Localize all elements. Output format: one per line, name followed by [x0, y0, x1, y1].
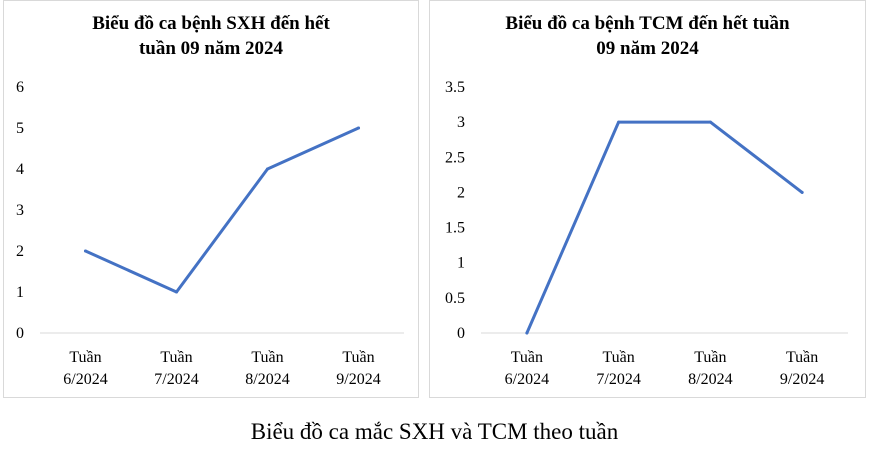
- line-chart-sxh: 0 1 2 3 4 5 6 Tuần 6/2024 Tuần 7/2024 Tuần 8/2024 Tuầ…: [16, 79, 404, 388]
- x-tick-label: Tuần: [342, 349, 374, 366]
- x-tick-label: Tuần: [160, 349, 192, 366]
- data-point: [617, 120, 621, 124]
- chart-title-line: Biểu đồ ca bệnh TCM đến hết tuần: [505, 13, 790, 34]
- x-tick-label: Tuần: [511, 349, 543, 366]
- x-tick-label: 9/2024: [780, 371, 824, 388]
- x-tick-label: Tuần: [694, 349, 726, 366]
- chart-panel-sxh: Biểu đồ ca bệnh SXH đến hết tuần 09 năm …: [3, 0, 419, 398]
- x-tick-label: Tuần: [69, 349, 101, 366]
- x-tick-label: Tuần: [786, 349, 818, 366]
- x-tick-label: 7/2024: [154, 371, 198, 388]
- x-tick-label: Tuần: [251, 349, 283, 366]
- series-line: [84, 126, 360, 294]
- data-point: [266, 167, 269, 171]
- y-tick-label: 1: [16, 284, 24, 301]
- data-point: [84, 249, 87, 253]
- x-tick-label: 7/2024: [596, 371, 640, 388]
- chart-title-line: Biểu đồ ca bệnh SXH đến hết: [92, 13, 330, 34]
- y-tick-label: 2.5: [445, 149, 465, 166]
- data-point: [800, 190, 804, 194]
- x-tick-label: 6/2024: [505, 371, 549, 388]
- x-tick-label: 6/2024: [63, 371, 107, 388]
- x-tick-label: 8/2024: [245, 371, 289, 388]
- chart-panel-tcm: Biểu đồ ca bệnh TCM đến hết tuần 09 năm …: [429, 0, 866, 398]
- y-tick-label: 4: [16, 161, 24, 178]
- y-tick-label: 3: [16, 202, 24, 219]
- x-tick-label: 8/2024: [688, 371, 732, 388]
- chart-title-tcm: Biểu đồ ca bệnh TCM đến hết tuần 09 năm …: [430, 11, 865, 61]
- data-point: [708, 120, 712, 124]
- series-line: [525, 120, 804, 335]
- x-tick-label: 9/2024: [336, 371, 380, 388]
- data-point: [525, 331, 529, 335]
- y-tick-label: 3.5: [445, 79, 465, 96]
- chart-title-line: 09 năm 2024: [596, 38, 699, 59]
- x-tick-label: Tuần: [602, 349, 634, 366]
- y-tick-label: 5: [16, 120, 24, 137]
- chart-title-sxh: Biểu đồ ca bệnh SXH đến hết tuần 09 năm …: [4, 11, 418, 61]
- y-tick-label: 1: [457, 255, 465, 272]
- data-point: [357, 126, 360, 130]
- y-tick-label: 1.5: [445, 220, 465, 237]
- y-tick-label: 2: [457, 184, 465, 201]
- y-tick-label: 0.5: [445, 290, 465, 307]
- y-tick-label: 3: [457, 114, 465, 131]
- chart-title-line: tuần 09 năm 2024: [138, 38, 284, 59]
- y-tick-label: 0: [457, 325, 465, 342]
- y-tick-label: 2: [16, 243, 24, 260]
- figure-caption: Biểu đồ ca mắc SXH và TCM theo tuần: [250, 419, 619, 444]
- data-point: [175, 290, 178, 294]
- y-tick-label: 6: [16, 79, 24, 96]
- y-tick-label: 0: [16, 325, 24, 342]
- line-chart-tcm: 0 0.5 1 1.5 2 2.5 3 3.5 Tuần 6/2024 Tuần 7/2024 Tuần…: [445, 79, 848, 388]
